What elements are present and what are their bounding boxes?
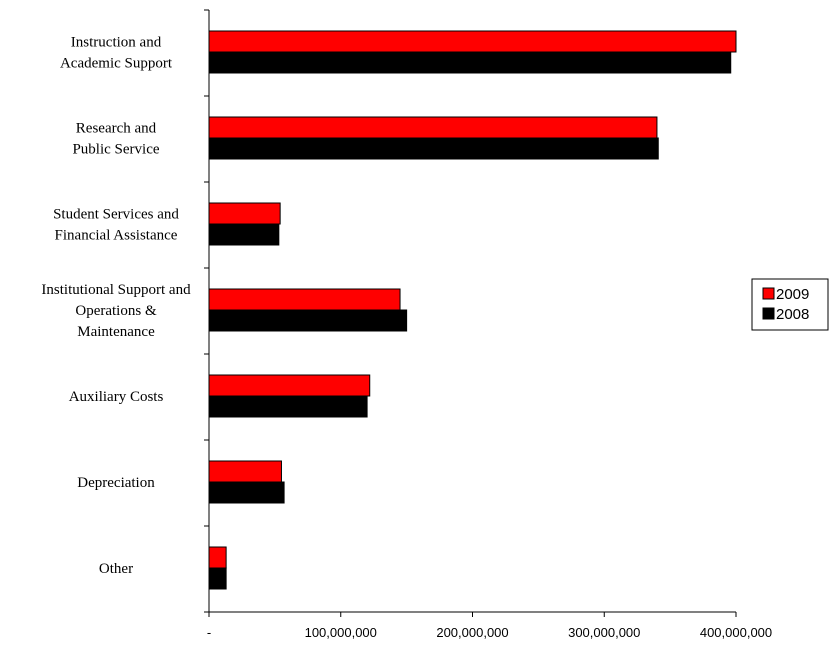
category-label-0: Instruction and Academic Support	[60, 35, 173, 72]
bar-2008-3	[208, 309, 408, 332]
bars-layer	[208, 30, 737, 590]
category-label-3: Institutional Support and Operations & Mai…	[41, 282, 191, 340]
legend-label-2008: 2008	[776, 306, 809, 323]
bar-2009-3	[208, 288, 401, 311]
x-tick-label-3: 300,000,000	[568, 625, 640, 640]
x-tick-label-0: -	[207, 625, 211, 640]
legend-swatch-2009	[762, 287, 775, 300]
bar-2009-5	[208, 460, 282, 483]
axes-layer	[204, 9, 737, 617]
category-label-5: Depreciation	[77, 475, 155, 491]
legend-label-2009: 2009	[776, 286, 809, 303]
bar-2009-1	[208, 116, 658, 139]
category-label-2: Student Services and Financial Assistance	[53, 207, 179, 244]
legend-swatch-2008	[762, 307, 775, 320]
bar-2009-2	[208, 202, 281, 225]
bar-2009-6	[208, 546, 227, 569]
x-tick-label-1: 100,000,000	[305, 625, 377, 640]
bar-2009-0	[208, 30, 737, 53]
x-tick-label-2: 200,000,000	[436, 625, 508, 640]
category-label-1: Research and Public Service	[72, 121, 159, 158]
x-tick-labels: - 100,000,000 200,000,000 300,000,000 400,00…	[207, 625, 772, 640]
category-label-6: Other	[99, 561, 133, 577]
x-tick-label-4: 400,000,000	[700, 625, 772, 640]
bar-2008-5	[208, 481, 285, 504]
bar-2008-6	[208, 567, 227, 590]
bar-2009-4	[208, 374, 371, 397]
legend: 2009 2008	[751, 278, 829, 331]
bar-2008-1	[208, 137, 659, 160]
bar-2008-2	[208, 223, 280, 246]
category-labels: Instruction and Academic Support Research …	[41, 35, 191, 578]
category-label-4: Auxiliary Costs	[69, 389, 164, 405]
bar-2008-4	[208, 395, 368, 418]
bar-2008-0	[208, 51, 732, 74]
